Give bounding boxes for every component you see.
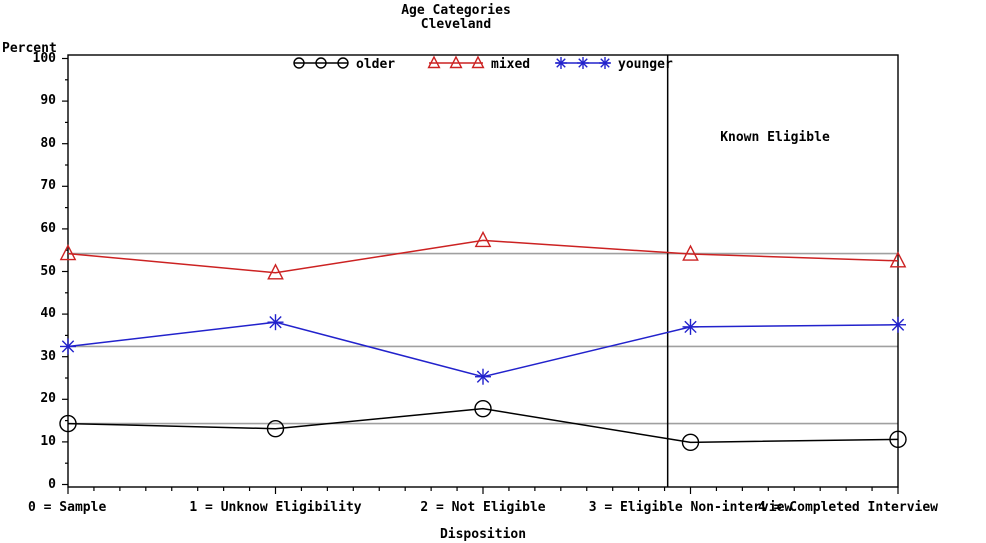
y-axis-label: Percent bbox=[2, 41, 57, 56]
asterisk-marker bbox=[556, 58, 566, 68]
asterisk-marker bbox=[61, 340, 75, 353]
triangle-marker bbox=[682, 244, 699, 261]
legend-label-older: older bbox=[356, 57, 395, 72]
x-category-label: 3 = Eligible Non-interview bbox=[588, 500, 793, 515]
triangle-marker bbox=[889, 251, 907, 268]
y-tick-label: 70 bbox=[40, 178, 56, 194]
triangle-marker bbox=[267, 263, 284, 280]
series-line-mixed bbox=[67, 239, 899, 274]
y-tick-label: 20 bbox=[40, 391, 56, 407]
asterisk-marker bbox=[269, 316, 282, 329]
x-category-label: 2 = Not Eligible bbox=[420, 500, 546, 515]
x-axis-label: Disposition bbox=[439, 527, 527, 542]
circle-marker bbox=[474, 399, 492, 418]
circle-marker bbox=[266, 419, 285, 438]
circle-marker bbox=[889, 430, 907, 449]
y-tick-label: 90 bbox=[40, 93, 56, 109]
y-tick-label: 0 bbox=[48, 476, 56, 492]
asterisk-marker bbox=[891, 318, 905, 331]
asterisk-marker bbox=[476, 370, 490, 383]
known-eligible-annotation: Known Eligible bbox=[720, 130, 830, 145]
triangle-marker bbox=[474, 230, 492, 248]
circle-marker bbox=[293, 57, 305, 69]
y-tick-label: 50 bbox=[40, 263, 56, 279]
triangle-marker bbox=[449, 55, 463, 69]
y-tick-label: 60 bbox=[40, 220, 56, 236]
triangle-marker bbox=[471, 55, 485, 69]
asterisk-marker bbox=[578, 58, 588, 68]
circle-marker bbox=[315, 57, 327, 69]
circle-marker bbox=[59, 414, 77, 433]
x-category-label: 4 = Completed Interview bbox=[757, 500, 938, 515]
y-tick-label: 100 bbox=[32, 50, 56, 66]
triangle-marker bbox=[59, 244, 77, 261]
circle-marker bbox=[337, 57, 349, 69]
chart-title-line2: Cleveland bbox=[420, 17, 492, 32]
x-category-label: 1 = Unknow Eligibility bbox=[189, 500, 362, 515]
plot-frame bbox=[67, 54, 899, 488]
asterisk-marker bbox=[600, 58, 610, 68]
circle-marker bbox=[681, 433, 700, 452]
asterisk-marker bbox=[684, 320, 697, 334]
triangle-marker bbox=[427, 55, 441, 69]
legend-label-younger: younger bbox=[618, 57, 673, 72]
series-line-older bbox=[67, 407, 899, 444]
y-tick-label: 30 bbox=[40, 348, 56, 364]
x-category-label: 0 = Sample bbox=[28, 500, 107, 515]
y-tick-label: 10 bbox=[40, 433, 56, 449]
chart-title-line1: Age Categories bbox=[401, 3, 511, 18]
y-tick-label: 80 bbox=[40, 135, 56, 151]
legend-label-mixed: mixed bbox=[491, 57, 530, 72]
series-line-younger bbox=[67, 321, 899, 378]
y-tick-label: 40 bbox=[40, 306, 56, 322]
